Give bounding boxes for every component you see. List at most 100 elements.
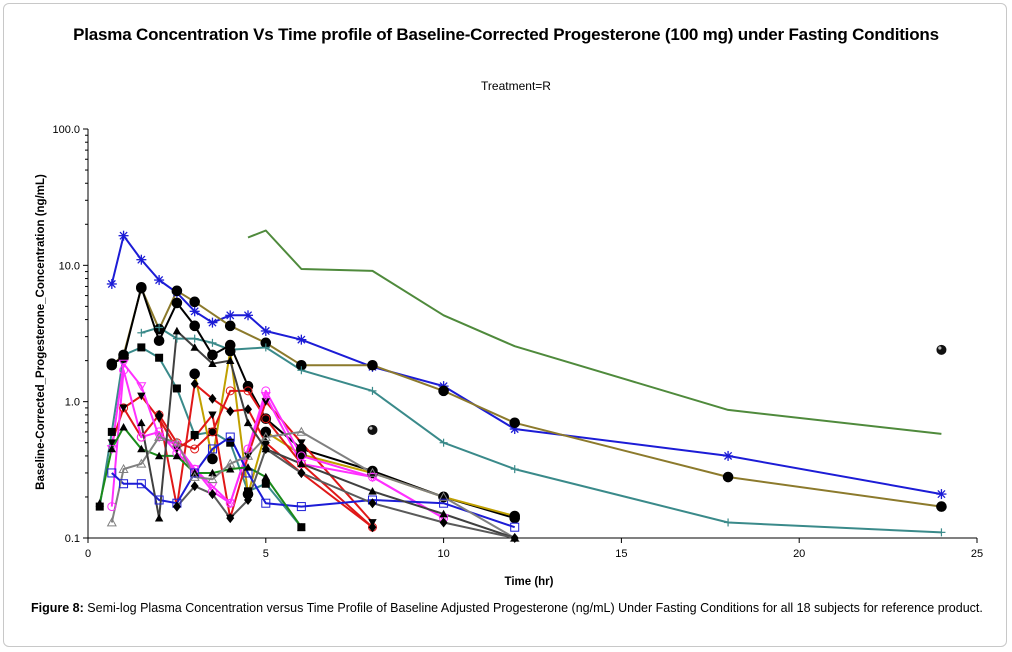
data-point-body [367, 424, 378, 435]
data-point [509, 510, 521, 522]
data-point [225, 310, 236, 321]
data-point [226, 438, 235, 447]
data-point [154, 495, 164, 505]
data-point [243, 386, 253, 396]
x-tick-label: 20 [793, 548, 805, 560]
data-point [154, 427, 164, 437]
data-point [107, 439, 117, 447]
data-point [367, 473, 378, 483]
marker-layer [95, 230, 947, 543]
data-point [367, 467, 378, 477]
series-markers-s07 [189, 345, 521, 522]
data-point [296, 426, 307, 436]
chart-subtitle: Treatment=R [481, 79, 551, 93]
star-stroke [724, 451, 733, 460]
data-point [260, 325, 271, 336]
data-point [171, 441, 182, 451]
data-point [119, 404, 128, 413]
data-point [243, 418, 253, 427]
data-point [118, 359, 129, 369]
y-axis-label: Baseline-Corrected_Progesterone_Concentr… [35, 174, 47, 490]
data-point [137, 418, 146, 427]
data-point [189, 320, 200, 332]
data-point [261, 443, 270, 454]
axes: 0 5 10 15 20 25 0.1 1.0 10.0 100.0 [52, 124, 983, 560]
data-point [107, 502, 117, 512]
data-point [208, 411, 217, 420]
data-point [208, 427, 217, 436]
data-point [106, 278, 117, 289]
data-point [136, 458, 147, 468]
star-stroke [137, 255, 146, 264]
x-tick-label: 25 [971, 548, 983, 560]
data-point [225, 386, 235, 396]
figure-caption: Figure 8: Semi-log Plasma Concentration … [31, 600, 986, 617]
data-point [226, 464, 235, 473]
data-point [207, 444, 217, 454]
star-stroke [937, 490, 946, 499]
data-point [297, 459, 306, 468]
series-line-s17 [176, 447, 515, 539]
data-point [224, 320, 236, 332]
x-tick-label: 15 [615, 548, 627, 560]
series-line-s02 [110, 234, 942, 496]
data-point [510, 465, 519, 474]
series-markers-s15 [106, 426, 520, 542]
series-line-s15 [110, 430, 516, 539]
data-point [153, 335, 165, 347]
data-point [154, 513, 164, 522]
data-point [189, 306, 200, 317]
data-point [260, 392, 271, 402]
data-point [261, 479, 270, 488]
data-point [172, 451, 182, 460]
data-point [190, 378, 199, 389]
star-stroke [243, 311, 253, 320]
data-point [208, 489, 217, 500]
data-point [723, 450, 734, 461]
data-point [208, 338, 217, 347]
chart-title: Plasma Concentration Vs Time profile of … [73, 25, 939, 44]
data-point [154, 275, 165, 286]
data-point [439, 517, 448, 528]
data-point [260, 431, 271, 441]
data-point [225, 432, 235, 442]
data-point [260, 413, 272, 424]
data-point [242, 450, 254, 460]
data-point [118, 230, 129, 241]
data-point [137, 343, 146, 352]
data-point [296, 334, 307, 345]
data-point [510, 533, 519, 543]
series-line-s13 [111, 436, 516, 529]
series-markers-s14 [95, 422, 306, 531]
data-point [261, 472, 270, 481]
caption-label: Figure 8: [31, 601, 84, 615]
data-point [297, 439, 306, 447]
star-stroke [190, 307, 199, 316]
data-point [244, 404, 253, 415]
data-point [119, 365, 129, 375]
data-point [136, 382, 147, 392]
data-point [172, 334, 181, 343]
data-point [226, 356, 235, 364]
data-point [154, 431, 165, 441]
data-point [95, 502, 104, 511]
y-tick-label: 10.0 [59, 260, 80, 272]
data-point [368, 522, 377, 533]
data-point-highlight [369, 426, 373, 430]
data-point [297, 366, 306, 375]
caption-text: Semi-log Plasma Concentration versus Tim… [87, 601, 983, 615]
data-point [190, 334, 199, 343]
data-point [225, 458, 236, 468]
data-point [368, 386, 377, 395]
data-point [189, 465, 200, 475]
data-point [261, 498, 271, 508]
data-point [510, 522, 520, 532]
data-point [439, 509, 448, 518]
data-point [137, 392, 146, 401]
data-point [224, 345, 236, 357]
data-point [137, 328, 146, 337]
data-point [243, 452, 253, 461]
star-stroke [261, 326, 270, 336]
data-point [155, 323, 164, 332]
series-line-s01 [247, 229, 942, 435]
